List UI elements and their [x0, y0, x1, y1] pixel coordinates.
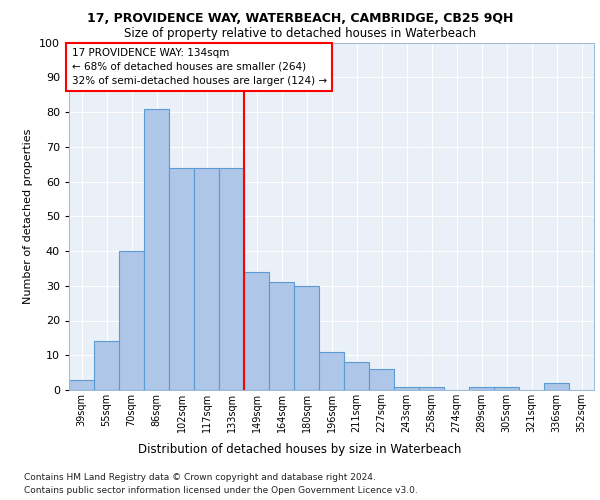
Bar: [169, 168, 194, 390]
Bar: [94, 342, 119, 390]
Bar: [544, 383, 569, 390]
Text: Contains HM Land Registry data © Crown copyright and database right 2024.: Contains HM Land Registry data © Crown c…: [24, 472, 376, 482]
Text: Size of property relative to detached houses in Waterbeach: Size of property relative to detached ho…: [124, 28, 476, 40]
Bar: [69, 380, 94, 390]
Bar: [469, 386, 494, 390]
Bar: [269, 282, 294, 390]
Bar: [494, 386, 519, 390]
Text: 17 PROVIDENCE WAY: 134sqm
← 68% of detached houses are smaller (264)
32% of semi: 17 PROVIDENCE WAY: 134sqm ← 68% of detac…: [71, 48, 327, 86]
Text: 17, PROVIDENCE WAY, WATERBEACH, CAMBRIDGE, CB25 9QH: 17, PROVIDENCE WAY, WATERBEACH, CAMBRIDG…: [87, 12, 513, 26]
Bar: [219, 168, 244, 390]
Bar: [294, 286, 319, 390]
Bar: [419, 386, 444, 390]
Bar: [144, 108, 169, 390]
Y-axis label: Number of detached properties: Number of detached properties: [23, 128, 34, 304]
Bar: [244, 272, 269, 390]
Bar: [319, 352, 344, 390]
Bar: [344, 362, 369, 390]
Bar: [194, 168, 219, 390]
Text: Contains public sector information licensed under the Open Government Licence v3: Contains public sector information licen…: [24, 486, 418, 495]
Bar: [394, 386, 419, 390]
Bar: [119, 251, 144, 390]
Text: Distribution of detached houses by size in Waterbeach: Distribution of detached houses by size …: [139, 442, 461, 456]
Bar: [369, 369, 394, 390]
